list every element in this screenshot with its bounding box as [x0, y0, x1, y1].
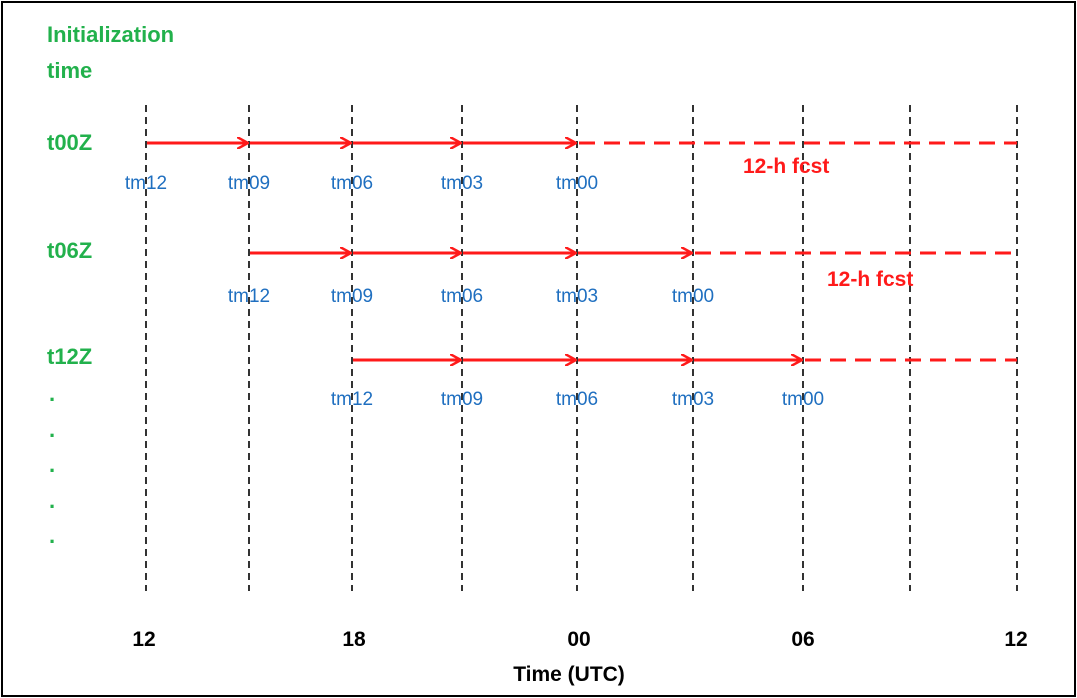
- cycling-diagram: Initialization time t00Z t06Z t12Z .....…: [47, 22, 1028, 686]
- axis-tick-12-end: 12: [1004, 628, 1027, 651]
- stage-label: tm09: [441, 389, 483, 410]
- continuation-dots: .....: [49, 381, 55, 548]
- header-line2: time: [47, 58, 92, 83]
- row-label-t06z: t06Z: [47, 238, 92, 263]
- row-label-t00z: t00Z: [47, 130, 92, 155]
- axis-tick-12-start: 12: [132, 628, 155, 651]
- row-label-t12z: t12Z: [47, 344, 92, 369]
- continuation-dot: .: [49, 417, 55, 442]
- stage-label: tm00: [782, 389, 824, 410]
- axis-tick-00: 00: [567, 628, 590, 651]
- stage-label: tm03: [441, 173, 483, 194]
- cycle-row: tm12 tm09 tm06 tm03 tm00: [228, 253, 1017, 307]
- fcst-label-t06z: 12-h fcst: [827, 268, 913, 291]
- stage-label: tm06: [331, 173, 373, 194]
- stage-label: tm12: [125, 173, 167, 194]
- header-line1: Initialization: [47, 22, 174, 47]
- axis-label: Time (UTC): [513, 663, 625, 686]
- stage-label: tm09: [228, 173, 270, 194]
- axis-tick-06: 06: [791, 628, 814, 651]
- cycle-row: tm12 tm09 tm06 tm03 tm00: [125, 143, 1017, 194]
- stage-label: tm03: [672, 389, 714, 410]
- stage-label: tm06: [556, 389, 598, 410]
- cycle-row: tm12 tm09 tm06 tm03 tm00: [331, 360, 1017, 410]
- stage-label: tm06: [441, 286, 483, 307]
- stage-label: tm12: [331, 389, 373, 410]
- stage-label: tm12: [228, 286, 270, 307]
- fcst-label-t00z: 12-h fcst: [743, 155, 829, 178]
- cycle-rows: tm12 tm09 tm06 tm03 tm00 tm12 tm09 tm06 tm03 tm00…: [125, 143, 1017, 410]
- continuation-dot: .: [49, 488, 55, 513]
- stage-label: tm00: [672, 286, 714, 307]
- continuation-dot: .: [49, 523, 55, 548]
- time-gridlines: [145, 105, 1018, 591]
- axis-tick-18: 18: [342, 628, 366, 651]
- stage-label: tm00: [556, 173, 598, 194]
- stage-label: tm03: [556, 286, 598, 307]
- stage-label: tm09: [331, 286, 373, 307]
- continuation-dot: .: [49, 452, 55, 477]
- continuation-dot: .: [49, 381, 55, 406]
